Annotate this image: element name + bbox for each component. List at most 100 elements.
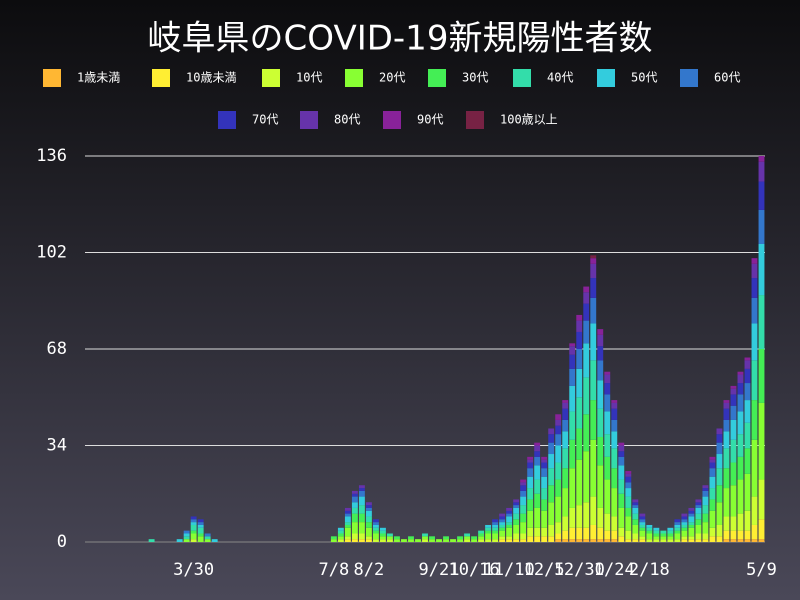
bar-segment [744,422,751,449]
bar-segment [506,516,513,523]
bar-segment [583,320,590,344]
bar-segment [485,539,492,542]
bar-segment [365,527,372,537]
bar-segment [330,539,337,542]
bar-segment [555,462,562,480]
bar-segment [351,490,358,494]
bar-segment [758,156,765,162]
bar-segment [471,539,478,542]
bar-segment [737,539,744,542]
bar-segment [590,539,597,542]
bar-segment [555,533,562,540]
bar-segment [344,527,351,537]
bar-segment [358,533,365,540]
legend-label: 40代 [547,71,573,85]
bar-segment [744,510,751,531]
bar-segment [337,533,344,537]
bar-segment [569,411,576,440]
bar-segment [555,434,562,446]
bar-segment [183,539,190,542]
bar-segment [709,468,716,477]
bar-segment [569,539,576,542]
bar-segment [372,533,379,540]
bar-segment [702,522,709,534]
bar-segment [492,524,499,528]
bar-segment [197,524,204,528]
bar-segment [611,402,618,409]
bar-segment [730,485,737,517]
bar-segment [597,507,604,528]
bar-segment [562,539,569,542]
bar-segment [590,400,597,440]
bar-segment [520,490,527,497]
bar-segment [576,331,583,349]
bar-segment [751,278,758,298]
bar-segment [351,502,358,508]
bar-segment [351,507,358,514]
y-tick-label: 136 [36,146,67,166]
bar-segment [723,488,730,517]
bar-segment [492,539,499,542]
bar-segment [211,539,218,542]
bar-segment [681,530,688,537]
bar-segment [527,468,534,477]
bar-segment [695,524,702,534]
bar-segment [632,524,639,534]
bar-segment [716,524,723,537]
bar-segment [548,502,555,525]
bar-segment [408,539,414,542]
bar-segment [604,371,611,375]
bar-segment [639,513,646,517]
bar-segment [737,456,744,480]
bar-segment [569,346,576,355]
x-tick-label: 11/10 [484,560,535,580]
bar-segment [611,530,618,540]
bar-segment [372,522,379,525]
bar-segment [653,536,660,540]
bar-segment [513,524,520,534]
bar-segment [492,527,499,531]
bar-segment [688,510,695,514]
bar-segment [534,527,541,537]
bar-segment [499,516,506,520]
bar-segment [604,530,611,540]
bar-segment [436,539,442,542]
bar-segment [695,539,702,542]
bar-segment [660,533,667,537]
bar-segment [485,527,492,531]
bar-segment [695,505,702,508]
bar-segment [688,522,695,525]
bar-segment [597,539,604,542]
bar-segment [394,539,400,542]
bar-segment [702,505,709,514]
bar-segment [709,499,716,511]
bar-segment [583,527,590,540]
bar-segment [639,524,646,528]
bar-segment [618,493,625,508]
bar-segment [737,371,744,375]
bar-segment [604,479,611,514]
bar-segment [562,468,569,489]
bar-segment [597,346,604,361]
bar-segment [548,524,555,537]
bar-segment [190,524,197,531]
bar-segment [337,539,344,542]
bar-segment [709,536,716,542]
bar-segment [534,479,541,494]
bar-segment [520,513,527,523]
bar-segment [653,539,660,542]
bar-segment [492,522,499,525]
bar-segment [695,519,702,525]
bar-segment [730,388,737,395]
bar-segment [751,524,758,540]
bar-segment [625,496,632,508]
bar-segment [513,499,520,503]
bar-segment [723,402,730,409]
bar-segment [499,524,506,528]
bar-segment [548,454,555,469]
bar-segment [513,513,520,520]
bar-segment [527,527,534,537]
bar-segment [197,536,204,542]
bar-segment [358,485,365,489]
bar-segment [723,431,730,449]
